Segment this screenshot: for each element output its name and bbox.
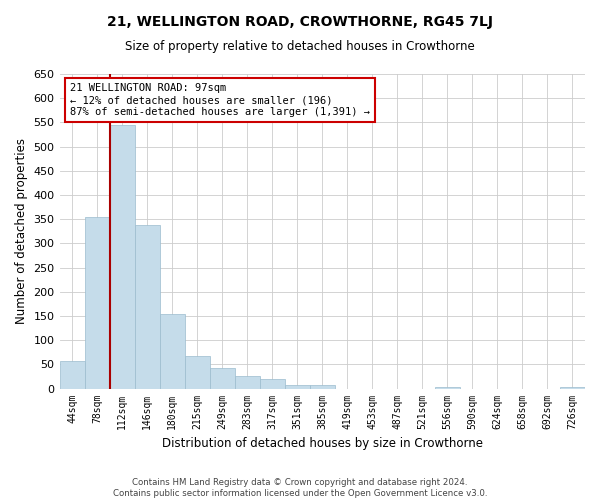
Bar bbox=[110, 125, 134, 388]
Text: Contains HM Land Registry data © Crown copyright and database right 2024.
Contai: Contains HM Land Registry data © Crown c… bbox=[113, 478, 487, 498]
X-axis label: Distribution of detached houses by size in Crowthorne: Distribution of detached houses by size … bbox=[162, 437, 483, 450]
Bar bbox=[435, 387, 460, 388]
Text: Size of property relative to detached houses in Crowthorne: Size of property relative to detached ho… bbox=[125, 40, 475, 53]
Bar bbox=[285, 384, 310, 388]
Bar bbox=[160, 314, 185, 388]
Bar bbox=[310, 384, 335, 388]
Bar bbox=[85, 217, 110, 388]
Y-axis label: Number of detached properties: Number of detached properties bbox=[15, 138, 28, 324]
Text: 21, WELLINGTON ROAD, CROWTHORNE, RG45 7LJ: 21, WELLINGTON ROAD, CROWTHORNE, RG45 7L… bbox=[107, 15, 493, 29]
Bar bbox=[59, 361, 85, 388]
Text: 21 WELLINGTON ROAD: 97sqm
← 12% of detached houses are smaller (196)
87% of semi: 21 WELLINGTON ROAD: 97sqm ← 12% of detac… bbox=[70, 84, 370, 116]
Bar bbox=[235, 376, 260, 388]
Bar bbox=[185, 356, 209, 388]
Bar bbox=[560, 387, 585, 388]
Bar bbox=[134, 226, 160, 388]
Bar bbox=[260, 379, 285, 388]
Bar bbox=[209, 368, 235, 388]
